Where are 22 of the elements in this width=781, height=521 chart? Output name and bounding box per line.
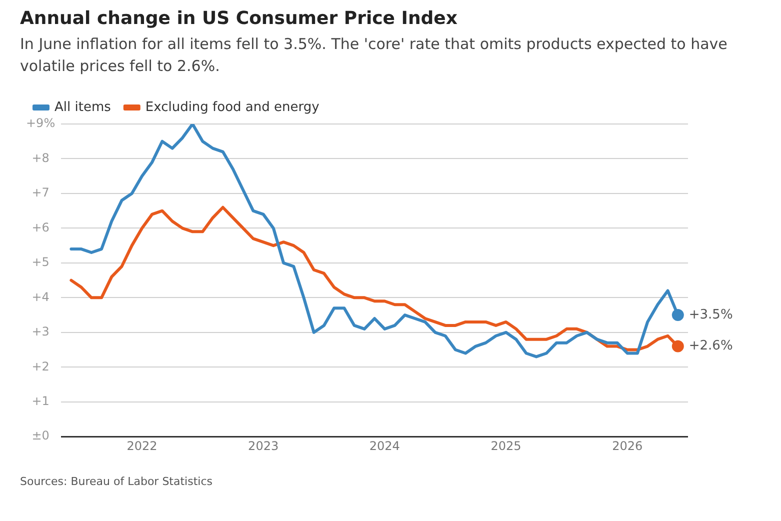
- legend-label: Excluding food and energy: [145, 100, 320, 115]
- y-tick-label: +3: [32, 324, 50, 339]
- data-label: +2.6%: [688, 338, 733, 354]
- chart-subtitle: In June inflation for all items fell to 3.5%. The 'core' rate that omits products expected to have volatile prices fell to 2.6%.: [20, 34, 728, 77]
- data-label: +3.5%: [688, 307, 733, 322]
- chart-title: Annual change in US Consumer Price Index: [20, 8, 458, 29]
- y-tick-label: +7: [32, 186, 50, 200]
- y-tick-label: ±0: [32, 428, 50, 443]
- y-tick-label: +8: [32, 150, 50, 165]
- y-tick-label: +1: [32, 394, 50, 408]
- y-tick-label: +5: [32, 255, 50, 270]
- x-tick-label: 2022: [126, 438, 158, 453]
- x-tick-label: 2023: [248, 438, 279, 453]
- x-tick-label: 2026: [612, 438, 643, 453]
- y-tick-label: +6: [32, 220, 50, 234]
- y-tick-label: +4: [32, 290, 50, 304]
- y-tick-label: +2: [32, 359, 50, 374]
- y-tick-label: +9%: [26, 116, 56, 130]
- source-note: Sources: Bureau of Labor Statistics: [20, 475, 214, 488]
- legend-label: All items: [54, 100, 112, 115]
- x-tick-label: 2025: [490, 438, 522, 453]
- x-tick-label: 2024: [369, 438, 400, 453]
